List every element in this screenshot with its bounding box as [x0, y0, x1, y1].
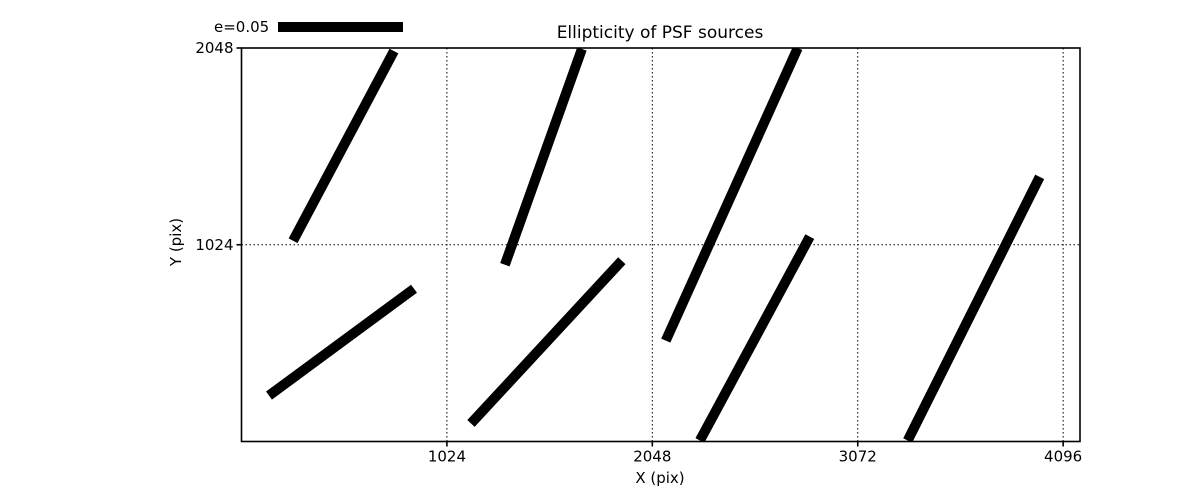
tick-label-y-2048: 2048 — [195, 39, 233, 57]
tick-label-x-3072: 3072 — [839, 448, 877, 466]
legend: e=0.05 — [214, 18, 404, 36]
tick-label-x-1024: 1024 — [428, 448, 466, 466]
tick-label-x-2048: 2048 — [633, 448, 671, 466]
ellipticity-stick-4 — [903, 174, 1045, 442]
x-axis-label: X (pix) — [635, 469, 685, 487]
ellipticity-stick-5 — [266, 284, 417, 400]
ellipticity-stick-3 — [661, 48, 803, 343]
ellipticity-stick-2 — [500, 48, 587, 267]
chart-title: Ellipticity of PSF sources — [556, 23, 764, 43]
legend-key-stick — [278, 22, 404, 32]
tick-label-x-4096: 4096 — [1044, 448, 1082, 466]
ellipticity-stick-6 — [467, 257, 626, 427]
legend-label: e=0.05 — [214, 18, 270, 36]
ellipticity-stick-1 — [288, 48, 399, 244]
tick-label-y-1024: 1024 — [195, 236, 233, 254]
ellipticity-sticks-group — [266, 48, 1045, 442]
ellipticity-stick-7 — [695, 234, 815, 442]
